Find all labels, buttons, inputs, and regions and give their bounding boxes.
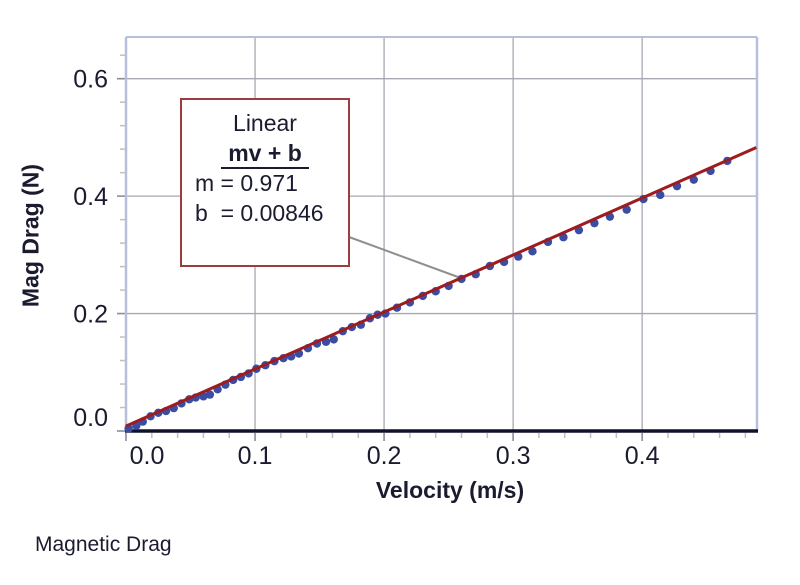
fit-title: Linear xyxy=(233,110,297,136)
fit-results-box[interactable]: Linear mv + b m = 0.971 b = 0.00846 xyxy=(180,98,350,267)
data-point[interactable] xyxy=(656,190,665,200)
fit-equation-row: mv + b xyxy=(182,138,348,169)
data-point[interactable] xyxy=(528,247,537,256)
fit-line xyxy=(125,146,757,428)
data-point[interactable] xyxy=(205,390,215,399)
x-tick-label: 0.3 xyxy=(496,442,531,470)
y-tick-label: 0.6 xyxy=(73,66,108,94)
x-tick-label: 0.4 xyxy=(625,442,660,470)
data-point[interactable] xyxy=(622,205,631,214)
fit-intercept-value: b = 0.00846 xyxy=(195,200,324,226)
fit-slope-value: m = 0.971 xyxy=(195,170,298,196)
y-tick-label: 0.2 xyxy=(73,301,108,329)
fit-equation: mv + b xyxy=(221,140,309,169)
x-tick-label: 0.2 xyxy=(367,442,402,470)
y-tick-label: 0.0 xyxy=(73,404,108,432)
fit-callout-line xyxy=(348,236,459,278)
y-tick-label: 0.4 xyxy=(73,183,108,211)
data-point[interactable] xyxy=(329,335,338,344)
x-axis-title: Velocity (m/s) xyxy=(375,477,525,503)
x-tick-label: 0.0 xyxy=(130,442,165,470)
graph-caption: Magnetic Drag xyxy=(35,533,172,556)
x-tick-label: 0.1 xyxy=(238,442,273,470)
y-axis-title: Mag Drag (N) xyxy=(17,163,44,308)
